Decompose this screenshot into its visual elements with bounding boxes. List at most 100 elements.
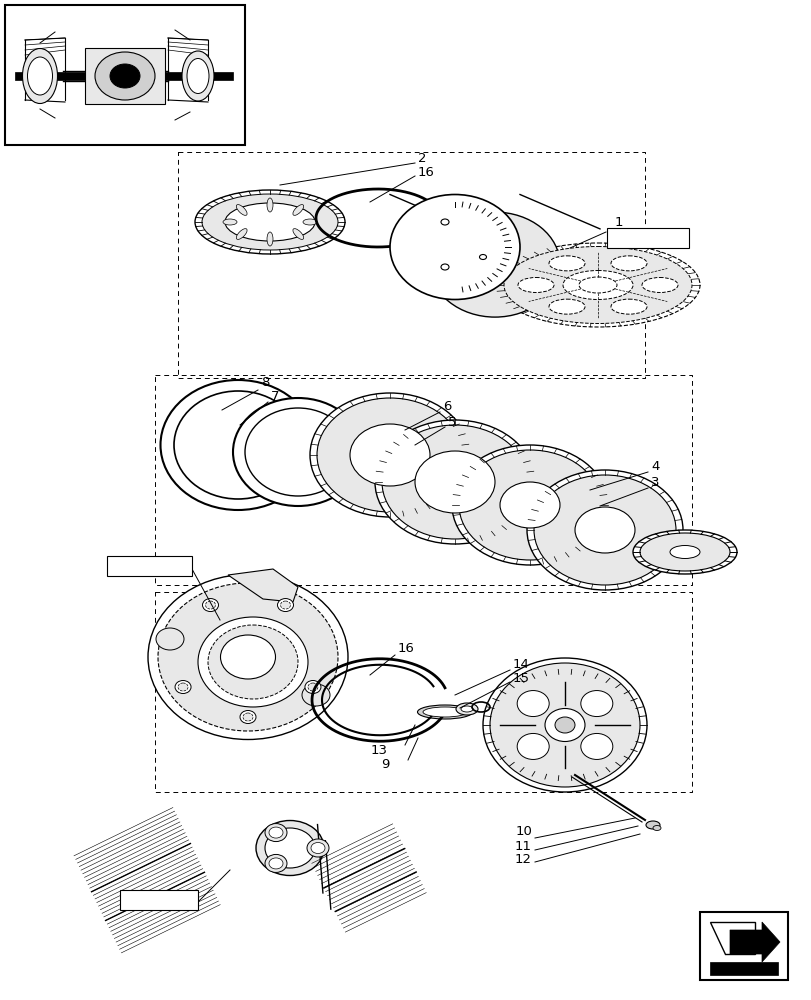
Text: 16: 16 (418, 166, 435, 179)
Ellipse shape (578, 277, 616, 293)
Ellipse shape (496, 243, 699, 327)
Ellipse shape (458, 450, 600, 560)
Bar (607, 228, 689, 248)
Ellipse shape (544, 708, 584, 742)
Polygon shape (729, 922, 779, 962)
Ellipse shape (202, 194, 337, 250)
Ellipse shape (610, 256, 646, 271)
Bar (85, 48, 165, 104)
Ellipse shape (161, 380, 315, 510)
Text: 5: 5 (448, 416, 456, 428)
Ellipse shape (236, 205, 247, 215)
Ellipse shape (195, 190, 345, 254)
Ellipse shape (264, 824, 286, 842)
Ellipse shape (267, 198, 272, 212)
Ellipse shape (280, 601, 290, 609)
Ellipse shape (548, 299, 584, 314)
Text: 1.40.1/2: 1.40.1/2 (127, 561, 173, 571)
Ellipse shape (310, 393, 470, 517)
Ellipse shape (456, 703, 478, 715)
Ellipse shape (293, 229, 303, 239)
Ellipse shape (534, 475, 676, 585)
Ellipse shape (109, 64, 139, 88)
Bar (709, 962, 777, 975)
Ellipse shape (264, 854, 286, 872)
Ellipse shape (440, 219, 448, 225)
Ellipse shape (642, 277, 677, 292)
Ellipse shape (303, 219, 316, 225)
Ellipse shape (489, 663, 639, 787)
Text: 13: 13 (371, 744, 388, 756)
Bar (5, 5, 245, 145)
Ellipse shape (517, 277, 553, 292)
Ellipse shape (95, 52, 155, 100)
Text: PAG. 1: PAG. 1 (141, 895, 177, 905)
Ellipse shape (548, 256, 584, 271)
Ellipse shape (23, 49, 58, 104)
Text: 1.40.1/7: 1.40.1/7 (624, 233, 671, 243)
Ellipse shape (255, 820, 324, 876)
Ellipse shape (580, 733, 612, 759)
Text: 3: 3 (650, 477, 659, 489)
Ellipse shape (264, 828, 315, 868)
Text: 7: 7 (271, 390, 279, 403)
Ellipse shape (350, 424, 430, 486)
Text: 14: 14 (513, 658, 530, 672)
Ellipse shape (158, 583, 337, 731)
Ellipse shape (574, 507, 634, 553)
Ellipse shape (187, 59, 208, 94)
Text: 4: 4 (650, 460, 659, 474)
Ellipse shape (610, 299, 646, 314)
Ellipse shape (414, 451, 495, 513)
Text: 6: 6 (443, 400, 451, 414)
Ellipse shape (580, 691, 612, 717)
Ellipse shape (221, 635, 275, 679)
Ellipse shape (178, 683, 188, 691)
Ellipse shape (205, 601, 215, 609)
Ellipse shape (305, 680, 320, 694)
Text: 1: 1 (614, 217, 623, 230)
Bar (15, 72, 233, 80)
Ellipse shape (202, 599, 218, 612)
Text: 2: 2 (418, 152, 426, 165)
Ellipse shape (517, 691, 548, 717)
Ellipse shape (483, 658, 646, 792)
Ellipse shape (375, 420, 534, 544)
Text: 9: 9 (381, 758, 389, 770)
Polygon shape (228, 569, 298, 602)
Ellipse shape (479, 254, 486, 259)
Text: 16: 16 (397, 642, 414, 654)
Ellipse shape (268, 827, 283, 838)
Ellipse shape (423, 707, 466, 717)
Ellipse shape (526, 470, 682, 590)
Ellipse shape (236, 229, 247, 239)
Text: 15: 15 (513, 672, 530, 684)
Ellipse shape (225, 203, 315, 241)
Ellipse shape (430, 212, 560, 317)
Ellipse shape (148, 574, 348, 740)
Polygon shape (709, 922, 754, 954)
Ellipse shape (293, 205, 303, 215)
Ellipse shape (440, 264, 448, 270)
Bar (699, 912, 787, 980)
Ellipse shape (500, 482, 560, 528)
Ellipse shape (517, 733, 548, 759)
Ellipse shape (652, 825, 660, 830)
Ellipse shape (242, 713, 253, 721)
Ellipse shape (417, 705, 472, 719)
Ellipse shape (307, 839, 328, 857)
Bar (120, 890, 198, 910)
Ellipse shape (175, 680, 191, 694)
Ellipse shape (240, 710, 255, 724)
Ellipse shape (307, 683, 318, 691)
Ellipse shape (302, 684, 329, 706)
Ellipse shape (646, 821, 659, 829)
Ellipse shape (562, 270, 633, 300)
Bar (107, 556, 191, 576)
Ellipse shape (277, 599, 293, 612)
Ellipse shape (554, 717, 574, 733)
Ellipse shape (268, 858, 283, 869)
Ellipse shape (223, 219, 237, 225)
Ellipse shape (389, 194, 519, 300)
Ellipse shape (633, 530, 736, 574)
